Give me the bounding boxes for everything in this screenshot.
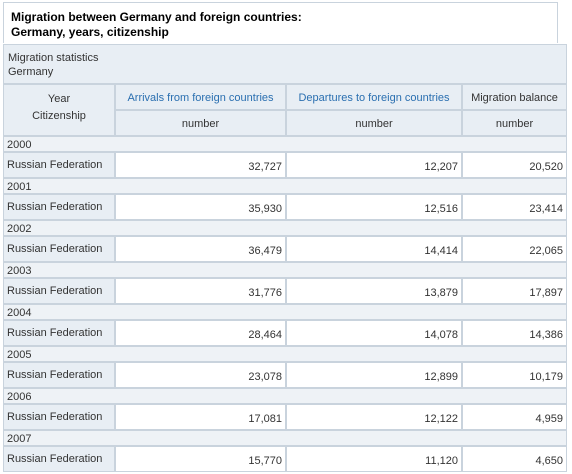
table-cell: 31,776 [115, 278, 286, 304]
table-cell: 14,414 [286, 236, 462, 262]
statistics-region: Germany [8, 66, 54, 78]
table-cell: 17,081 [115, 404, 286, 430]
table-cell: 4,959 [462, 404, 567, 430]
table-title: Migration between Germany and foreign co… [11, 10, 302, 40]
year-row: 2000 [3, 136, 567, 152]
year-row: 2004 [3, 304, 567, 320]
table-cell: 15,770 [115, 446, 286, 472]
table-cell: 10,179 [462, 362, 567, 388]
data-table: Migration statistics Germany Year Citize… [3, 44, 569, 474]
year-row: 2007 [3, 430, 567, 446]
table-title-line-2: Germany, years, citizenship [11, 25, 169, 39]
table-cell: 12,899 [286, 362, 462, 388]
table-cell: 17,897 [462, 278, 567, 304]
table-cell: 32,727 [115, 152, 286, 178]
year-row: 2001 [3, 178, 567, 194]
citizenship-label: Russian Federation [3, 236, 115, 262]
year-citizenship-header: Year Citizenship [3, 84, 115, 136]
column-header-departures[interactable]: Departures to foreign countries [286, 84, 462, 110]
year-row: 2005 [3, 346, 567, 362]
table-cell: 13,879 [286, 278, 462, 304]
column-header-arrivals-link[interactable]: Arrivals from foreign countries [127, 92, 274, 104]
table-cell: 23,414 [462, 194, 567, 220]
table-cell: 14,078 [286, 320, 462, 346]
citizenship-label: Russian Federation [3, 194, 115, 220]
unit-departures: number [286, 110, 462, 136]
unit-balance: number [462, 110, 567, 136]
year-row: 2003 [3, 262, 567, 278]
table-cell: 22,065 [462, 236, 567, 262]
statistics-name: Migration statistics [8, 52, 99, 64]
citizenship-label: Russian Federation [3, 320, 115, 346]
year-row: 2006 [3, 388, 567, 404]
year-header-label: Year [47, 93, 71, 105]
table-title-box: Migration between Germany and foreign co… [3, 2, 558, 43]
table-cell: 12,516 [286, 194, 462, 220]
citizenship-label: Russian Federation [3, 152, 115, 178]
table-cell: 28,464 [115, 320, 286, 346]
table-cell: 4,650 [462, 446, 567, 472]
column-header-balance-label: Migration balance [471, 92, 558, 104]
year-row: 2002 [3, 220, 567, 236]
column-header-departures-link[interactable]: Departures to foreign countries [298, 92, 450, 104]
table-cell: 12,207 [286, 152, 462, 178]
table-cell: 20,520 [462, 152, 567, 178]
table-cell: 11,120 [286, 446, 462, 472]
statistics-header: Migration statistics Germany [3, 44, 567, 84]
citizenship-label: Russian Federation [3, 278, 115, 304]
column-header-balance: Migration balance [462, 84, 567, 110]
table-cell: 23,078 [115, 362, 286, 388]
citizenship-label: Russian Federation [3, 404, 115, 430]
citizenship-label: Russian Federation [3, 362, 115, 388]
table-cell: 35,930 [115, 194, 286, 220]
table-cell: 36,479 [115, 236, 286, 262]
unit-arrivals: number [115, 110, 286, 136]
table-cell: 14,386 [462, 320, 567, 346]
table-cell: 12,122 [286, 404, 462, 430]
column-header-arrivals[interactable]: Arrivals from foreign countries [115, 84, 286, 110]
table-title-line-1: Migration between Germany and foreign co… [11, 10, 302, 24]
citizenship-header-label: Citizenship [32, 110, 86, 122]
citizenship-label: Russian Federation [3, 446, 115, 472]
